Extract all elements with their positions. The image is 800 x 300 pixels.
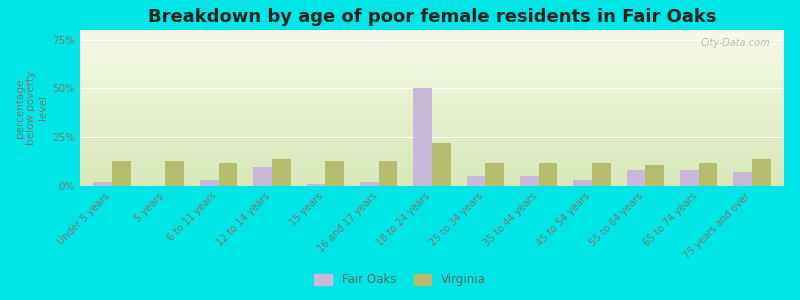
Title: Breakdown by age of poor female residents in Fair Oaks: Breakdown by age of poor female resident…: [148, 8, 716, 26]
Y-axis label: percentage
below poverty
level: percentage below poverty level: [14, 71, 48, 145]
Bar: [486, 163, 504, 186]
Bar: [112, 161, 130, 186]
Bar: [466, 176, 486, 186]
Bar: [626, 170, 646, 186]
Bar: [378, 161, 398, 186]
Bar: [680, 170, 698, 186]
Bar: [200, 180, 218, 186]
Bar: [432, 143, 450, 186]
Bar: [326, 161, 344, 186]
Bar: [94, 182, 112, 186]
Bar: [646, 164, 664, 186]
Bar: [166, 161, 184, 186]
Bar: [254, 167, 272, 186]
Bar: [360, 182, 378, 186]
Text: City-Data.com: City-Data.com: [700, 38, 770, 48]
Bar: [734, 172, 752, 186]
Bar: [414, 88, 432, 186]
Bar: [218, 163, 238, 186]
Bar: [306, 184, 326, 186]
Legend: Fair Oaks, Virginia: Fair Oaks, Virginia: [310, 269, 490, 291]
Bar: [574, 180, 592, 186]
Bar: [752, 159, 770, 186]
Bar: [698, 163, 718, 186]
Bar: [272, 159, 290, 186]
Bar: [520, 176, 538, 186]
Bar: [538, 163, 558, 186]
Bar: [592, 163, 610, 186]
